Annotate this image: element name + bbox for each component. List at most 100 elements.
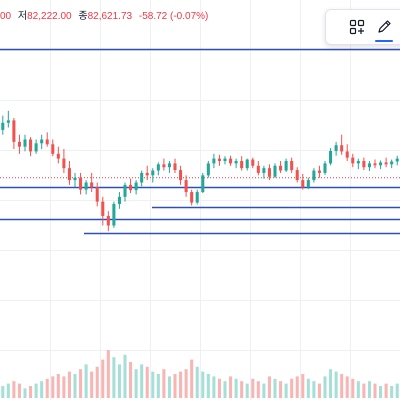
- candle-body: [323, 163, 327, 173]
- volume-bar: [301, 374, 305, 398]
- candle-body: [379, 162, 383, 166]
- candle-body: [112, 204, 116, 226]
- low-label: 저: [17, 11, 28, 22]
- volume-bar: [6, 383, 10, 398]
- candle-body: [95, 187, 99, 202]
- volume-bar: [90, 371, 94, 398]
- candle-body: [12, 120, 16, 142]
- volume-bar: [56, 374, 60, 398]
- volume-bar: [245, 383, 249, 398]
- ohlc-legend: 00 저82,222.00 종82,621.73 -58.72 (-0.07%): [0, 9, 208, 25]
- volume-bar: [101, 359, 105, 398]
- candle-body: [184, 180, 188, 193]
- volume-bar: [262, 383, 266, 398]
- volume-bar: [1, 386, 5, 398]
- volume-bar: [317, 383, 321, 398]
- candle-body: [90, 182, 94, 188]
- candle-body: [312, 170, 316, 181]
- active-tool-indicator: [375, 40, 393, 42]
- volume-bar: [379, 386, 383, 398]
- volume-bar: [45, 378, 49, 398]
- candle-body: [306, 180, 310, 188]
- volume-bar: [62, 376, 66, 398]
- candle-body: [6, 120, 10, 123]
- volume-bar: [362, 383, 366, 398]
- volume-bar: [340, 374, 344, 398]
- candle-body: [67, 168, 71, 181]
- candle-body: [23, 139, 27, 147]
- candle-body: [56, 153, 60, 159]
- volume-bar: [251, 378, 255, 398]
- candle-body: [279, 165, 283, 171]
- volume-bar: [312, 381, 316, 398]
- volume-bar: [334, 371, 338, 398]
- volume-bar: [351, 378, 355, 398]
- volume-bar: [284, 383, 288, 398]
- candle-body: [156, 164, 160, 171]
- volume-bar: [12, 381, 16, 398]
- volume-bar: [356, 381, 360, 398]
- volume-bar: [395, 383, 399, 398]
- candle-body: [284, 160, 288, 171]
- volume-bar: [229, 376, 233, 398]
- add-object-button[interactable]: [345, 15, 369, 39]
- volume-bar: [29, 386, 33, 398]
- volume-bar: [267, 376, 271, 398]
- candle-body: [73, 177, 77, 181]
- close-value: 82,621.73: [87, 11, 133, 22]
- change-value: -58.72 (-0.07%): [138, 11, 209, 22]
- candle-body: [129, 184, 133, 191]
- candle-body: [245, 159, 249, 169]
- candle-body: [145, 172, 149, 176]
- candle-body: [262, 168, 266, 173]
- volume-bar: [123, 354, 127, 398]
- volume-bar: [290, 378, 294, 398]
- candle-body: [167, 163, 171, 168]
- candle-body: [373, 163, 377, 166]
- candle-body: [351, 157, 355, 164]
- candle-body: [134, 182, 138, 191]
- volume-bar: [390, 386, 394, 398]
- volume-bar: [167, 376, 171, 398]
- volume-bar: [106, 350, 110, 398]
- volume-bars: [1, 350, 399, 398]
- candle-body: [229, 158, 233, 164]
- volume-bar: [279, 381, 283, 398]
- candle-body: [79, 177, 83, 190]
- volume-bar: [223, 381, 227, 398]
- candle-body: [206, 163, 210, 176]
- candle-body: [40, 139, 44, 144]
- volume-bar: [40, 381, 44, 398]
- candle-body: [267, 168, 271, 177]
- candle-body: [395, 158, 399, 162]
- chart-toolbar: [325, 9, 400, 45]
- volume-bar: [134, 369, 138, 398]
- volume-bar: [345, 376, 349, 398]
- candle-body: [356, 160, 360, 164]
- volume-bar: [129, 362, 133, 398]
- candle-body: [106, 215, 110, 226]
- draw-tool-button[interactable]: [372, 15, 396, 39]
- add-object-icon: [349, 19, 365, 35]
- volume-bar: [34, 383, 38, 398]
- candle-body: [251, 159, 255, 166]
- volume-bar: [212, 376, 216, 398]
- candle-body: [390, 161, 394, 165]
- horizontal-levels[interactable]: [0, 48, 400, 235]
- candle-body: [234, 160, 238, 164]
- candle-body: [1, 122, 5, 130]
- volume-bar: [195, 366, 199, 398]
- candle-body: [290, 160, 294, 171]
- candle-body: [240, 160, 244, 169]
- volume-bar: [184, 369, 188, 398]
- open-value-partial: 00: [0, 11, 12, 22]
- candle-body: [345, 151, 349, 158]
- volume-bar: [117, 364, 121, 398]
- close-label: 종: [78, 11, 88, 22]
- candle-body: [367, 163, 371, 168]
- volume-bar: [306, 378, 310, 398]
- volume-bar: [95, 366, 99, 398]
